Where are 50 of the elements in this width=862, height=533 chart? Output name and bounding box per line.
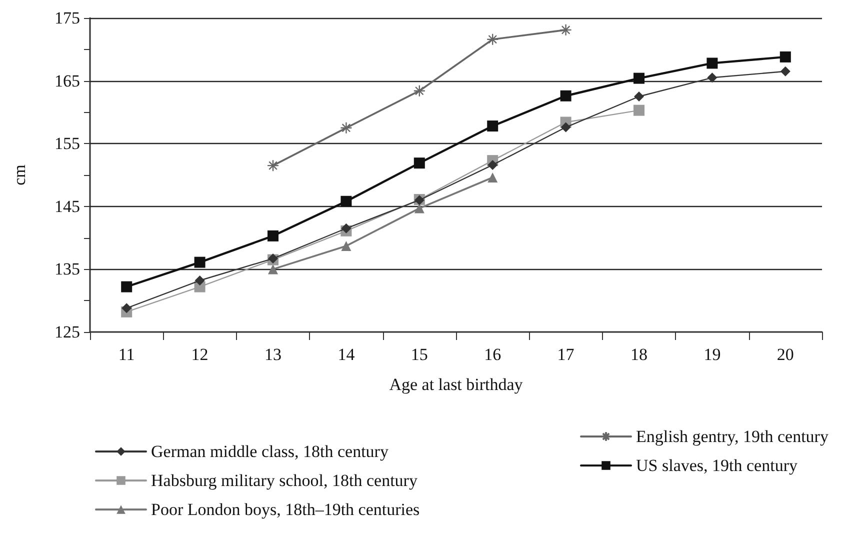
point [780, 66, 790, 76]
legend-label: German middle class, 18th century [151, 442, 389, 461]
point [340, 196, 352, 207]
point [194, 256, 206, 268]
point [707, 72, 718, 83]
point [560, 122, 571, 132]
point [341, 240, 352, 251]
y-tick-label: 175 [54, 8, 80, 28]
legend-label: US slaves, 19th century [636, 456, 798, 475]
point [634, 104, 644, 116]
point [268, 230, 278, 242]
point [486, 33, 499, 46]
point [488, 160, 498, 170]
y-tick-label: 135 [54, 260, 80, 279]
y-tick-label: 165 [54, 71, 80, 90]
x-tick-label: 19 [704, 345, 721, 364]
y-axis-title: cm [10, 164, 29, 186]
point [706, 58, 718, 69]
x-tick-label: 18 [630, 345, 648, 364]
y-tick-label: 145 [54, 196, 80, 216]
x-tick-label: 14 [338, 345, 356, 364]
point [268, 264, 278, 274]
x-tick-label: 20 [776, 345, 794, 364]
point [122, 303, 132, 314]
x-tick-label: 13 [264, 345, 282, 364]
point [560, 24, 572, 36]
point [413, 84, 426, 97]
point [634, 92, 644, 102]
point [560, 90, 572, 102]
y-tick-label: 155 [54, 134, 80, 154]
point [414, 158, 425, 169]
legend-label: Habsburg military school, 18th century [151, 471, 418, 490]
y-tick-label: 125 [54, 322, 80, 342]
x-tick-label: 11 [118, 345, 135, 364]
point [634, 72, 644, 84]
point [340, 122, 352, 134]
point [341, 223, 352, 234]
legend-label: Poor London boys, 18th–19th centuries [151, 500, 420, 519]
x-axis-title: Age at last birthday [389, 375, 524, 394]
point [266, 159, 280, 172]
x-tick-label: 17 [557, 345, 575, 364]
point [488, 172, 498, 183]
x-tick-label: 15 [410, 345, 428, 364]
point [780, 51, 791, 62]
x-tick-label: 16 [484, 345, 502, 364]
point [121, 281, 132, 292]
point [487, 120, 498, 132]
x-tick-label: 12 [191, 345, 208, 364]
point [194, 276, 205, 286]
legend-label: English gentry, 19th century [636, 427, 829, 446]
